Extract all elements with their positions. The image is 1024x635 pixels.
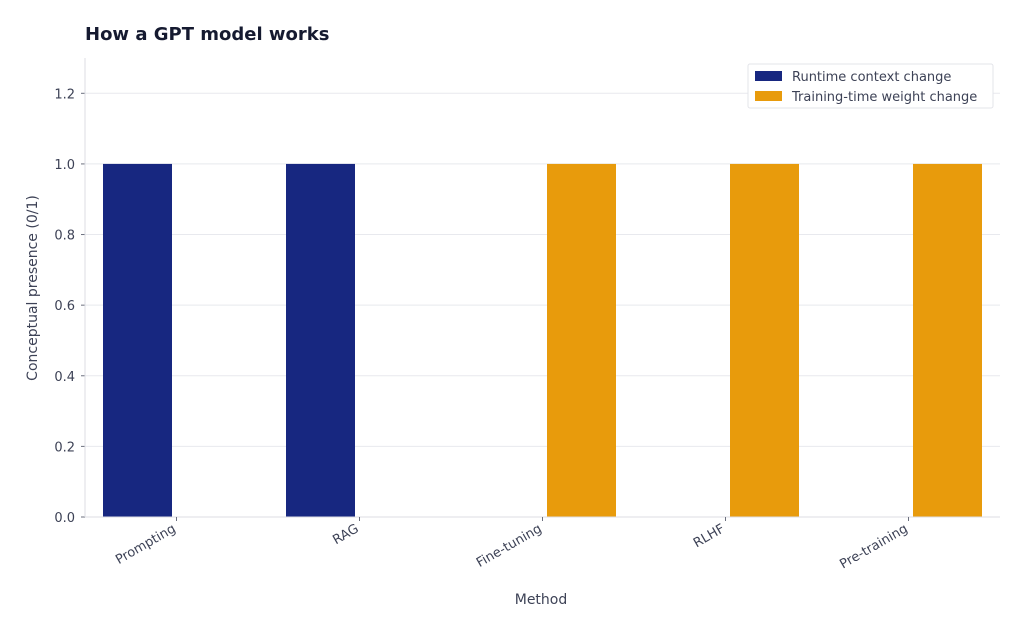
y-tick-label: 1.0 <box>54 158 75 173</box>
y-tick-label: 0.4 <box>54 370 75 385</box>
bar-runtime-rag <box>286 163 355 517</box>
legend-swatch-training <box>755 91 782 101</box>
legend-label-runtime: Runtime context change <box>792 70 951 85</box>
x-axis-label: Method <box>515 592 568 608</box>
legend-label-training: Training-time weight change <box>791 90 977 105</box>
y-tick-label: 0.0 <box>54 511 75 526</box>
chart-title: How a GPT model works <box>85 24 329 45</box>
axes <box>81 58 1000 521</box>
legend-swatch-runtime <box>755 71 782 81</box>
y-tick-labels: 0.0 0.2 0.4 0.6 0.8 1.0 1.2 <box>54 87 75 526</box>
y-tick-label: 0.8 <box>54 229 75 244</box>
y-axis-label: Conceptual presence (0/1) <box>25 195 41 381</box>
x-tick-label: RLHF <box>691 521 728 551</box>
bar-training-fine-tuning <box>547 163 616 517</box>
bar-training-rlhf <box>730 163 799 517</box>
y-tick-label: 0.6 <box>54 299 75 314</box>
x-tick-label: Fine-tuning <box>474 521 545 570</box>
bars <box>103 163 982 517</box>
x-tick-label: Pre-training <box>837 521 910 572</box>
legend: Runtime context change Training-time wei… <box>747 63 994 109</box>
gridlines <box>85 92 1000 447</box>
bar-runtime-prompting <box>103 163 172 517</box>
x-tick-labels: Prompting RAG Fine-tuning RLHF Pre-training <box>113 521 910 572</box>
legend-frame <box>747 63 994 109</box>
x-tick-label: RAG <box>330 521 361 548</box>
x-tick-label: Prompting <box>113 521 178 567</box>
bar-training-pre-training <box>913 163 982 517</box>
y-tick-label: 0.2 <box>54 440 75 455</box>
y-tick-label: 1.2 <box>54 87 75 102</box>
